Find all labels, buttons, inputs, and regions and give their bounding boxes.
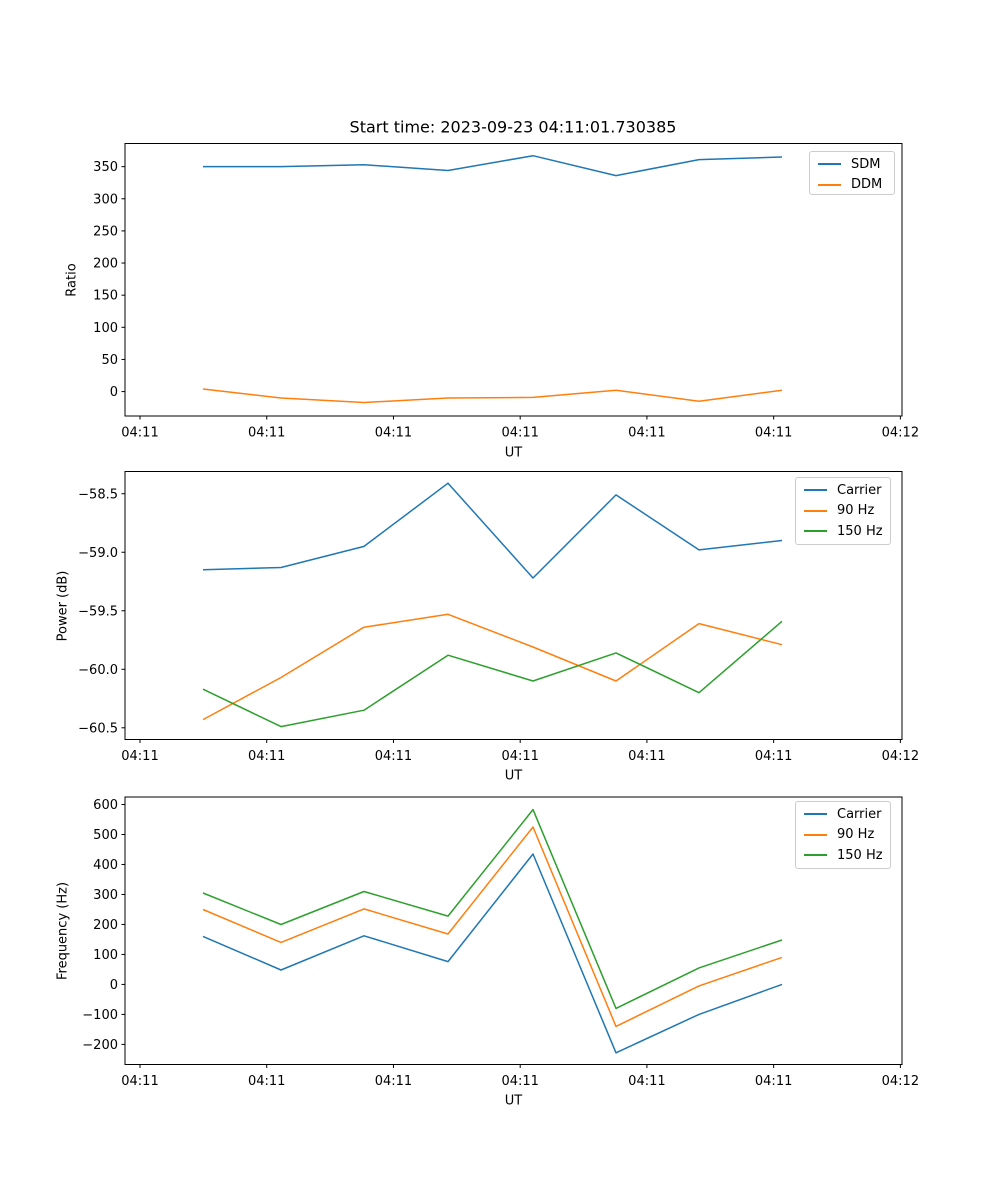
x-tick-label: 04:11 (755, 1074, 792, 1089)
x-tick-label: 04:11 (248, 749, 285, 764)
series-line-sdm (203, 154, 783, 177)
x-tick-label: 04:11 (121, 426, 158, 441)
y-tick-label: 250 (93, 224, 118, 239)
x-tick-label: 04:11 (121, 1074, 158, 1089)
carrier-line-swatch-icon (804, 813, 827, 816)
legend-power: Carrier 90 Hz 150 Hz (795, 477, 891, 545)
legend-label: 90 Hz (837, 827, 875, 843)
x-tick-label: 04:11 (375, 749, 412, 764)
y-tick-label: −200 (82, 1038, 118, 1053)
y-tick-label: 600 (93, 798, 118, 813)
legend-entry: Carrier (796, 804, 890, 825)
y-tick-label: −100 (82, 1008, 118, 1023)
x-tick-label: 04:11 (501, 1074, 538, 1089)
legend-entry: Carrier (796, 480, 890, 501)
y-tick-label: −60.0 (78, 663, 118, 678)
xlabel-power: UT (504, 768, 523, 783)
y-tick-label: −59.5 (78, 604, 118, 619)
ddm-line-swatch-icon (818, 183, 841, 186)
x-tick-label: 04:12 (882, 426, 919, 441)
series-line-90-hz (202, 826, 783, 1028)
ylabel-power: Power (dB) (55, 570, 71, 641)
series-line-ddm (202, 388, 783, 404)
150hz-line-swatch-icon (804, 854, 827, 857)
series-line-150-hz (202, 620, 783, 728)
y-tick-label: 150 (93, 289, 118, 304)
x-tick-label: 04:11 (375, 426, 412, 441)
x-tick-label: 04:11 (248, 1074, 285, 1089)
x-tick-label: 04:11 (628, 426, 665, 441)
y-tick-label: 100 (93, 321, 118, 336)
plot-power: 04:11 04:11 04:11 04:11 04:11 04:11 04:12 −58.5… (78, 471, 919, 764)
series-line-90-hz (202, 613, 783, 721)
ylabel-ratio: Ratio (64, 263, 80, 297)
y-tick-label: −60.5 (78, 721, 118, 736)
xlabel-ratio: UT (504, 445, 523, 460)
series-line-carrier (202, 482, 783, 579)
x-tick-label: 04:11 (248, 426, 285, 441)
90hz-line-swatch-icon (804, 833, 827, 836)
plot-frequency: 04:11 04:11 04:11 04:11 04:11 04:11 04:12 600 50… (82, 796, 919, 1089)
legend-ratio: SDM DDM (809, 151, 895, 195)
x-tick-label: 04:11 (755, 749, 792, 764)
legend-entry: 90 Hz (796, 825, 890, 846)
y-tick-label: 200 (93, 918, 118, 933)
x-tick-label: 04:12 (882, 1074, 919, 1089)
y-tick-label: −58.5 (78, 487, 118, 502)
legend-entry: 90 Hz (796, 501, 890, 522)
y-tick-label: 300 (93, 888, 118, 903)
legend-label: SDM (851, 156, 881, 172)
y-tick-label: 0 (110, 385, 118, 400)
series-line-150-hz (202, 808, 783, 1010)
x-tick-label: 04:11 (121, 749, 158, 764)
y-tick-label: 200 (93, 257, 118, 272)
legend-label: 150 Hz (837, 847, 883, 863)
y-tick-label: 500 (93, 828, 118, 843)
legend-entry: 150 Hz (796, 521, 890, 542)
plot-ratio: 04:11 04:11 04:11 04:11 04:11 04:11 04:12 350 30… (93, 143, 919, 441)
y-tick-label: 300 (93, 192, 118, 207)
y-tick-label: 400 (93, 858, 118, 873)
legend-entry: SDM (810, 154, 894, 175)
legend-entry: 150 Hz (796, 845, 890, 866)
axes-frame (124, 796, 903, 1065)
sdm-line-swatch-icon (818, 163, 841, 166)
x-tick-label: 04:11 (375, 1074, 412, 1089)
axes-frame (124, 143, 903, 417)
150hz-line-swatch-icon (804, 530, 827, 533)
y-tick-label: 100 (93, 948, 118, 963)
legend-label: DDM (851, 177, 883, 193)
x-tick-label: 04:12 (882, 749, 919, 764)
y-tick-label: 0 (110, 978, 118, 993)
legend-frequency: Carrier 90 Hz 150 Hz (795, 801, 891, 869)
axes-frame (124, 471, 903, 740)
legend-entry: DDM (810, 175, 894, 196)
legend-label: 90 Hz (837, 503, 875, 519)
x-tick-label: 04:11 (628, 749, 665, 764)
xlabel-frequency: UT (504, 1093, 523, 1108)
y-tick-label: 50 (101, 353, 118, 368)
90hz-line-swatch-icon (804, 509, 827, 512)
y-tick-label: 350 (93, 160, 118, 175)
x-tick-label: 04:11 (755, 426, 792, 441)
figure-title: Start time: 2023-09-23 04:11:01.730385 (349, 117, 677, 137)
x-tick-label: 04:11 (628, 1074, 665, 1089)
series-line-carrier (202, 853, 783, 1054)
ylabel-frequency: Frequency (Hz) (55, 881, 71, 980)
legend-label: 150 Hz (837, 523, 883, 539)
x-tick-label: 04:11 (501, 749, 538, 764)
legend-label: Carrier (837, 806, 882, 822)
x-tick-label: 04:11 (501, 426, 538, 441)
legend-label: Carrier (837, 482, 882, 498)
y-tick-label: −59.0 (78, 546, 118, 561)
carrier-line-swatch-icon (804, 489, 827, 492)
